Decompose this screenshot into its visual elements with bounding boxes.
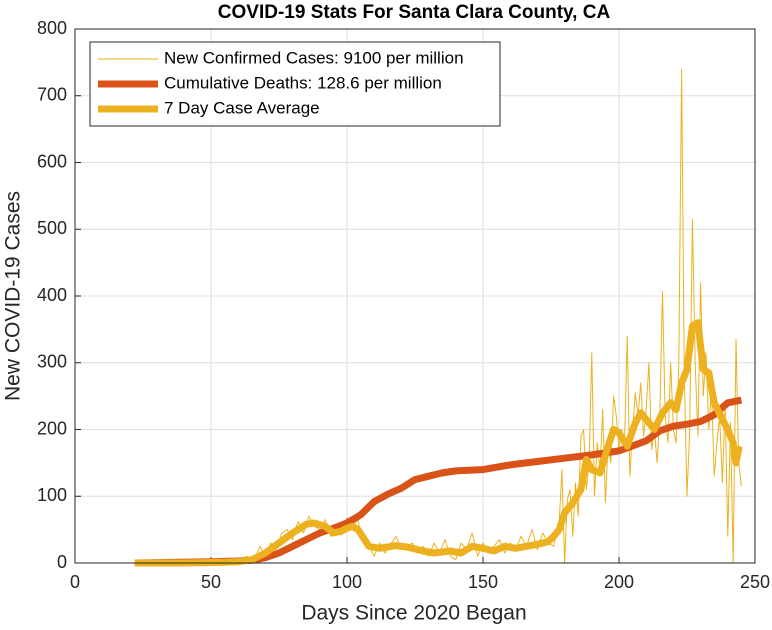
- y-tick-label: 0: [57, 552, 67, 572]
- y-tick-label: 300: [37, 352, 67, 372]
- y-tick-label: 800: [37, 18, 67, 38]
- y-tick-label: 600: [37, 151, 67, 171]
- x-tick-label: 250: [740, 572, 770, 592]
- x-tick-label: 150: [468, 572, 498, 592]
- chart-title: COVID-19 Stats For Santa Clara County, C…: [218, 2, 611, 23]
- y-axis-label: New COVID-19 Cases: [2, 191, 25, 401]
- series-line: [134, 319, 744, 567]
- x-tick-label: 0: [70, 572, 80, 592]
- x-tick-label: 50: [201, 572, 221, 592]
- x-axis-label: Days Since 2020 Began: [301, 602, 526, 625]
- legend-label: Cumulative Deaths: 128.6 per million: [164, 73, 442, 92]
- legend-label: 7 Day Case Average: [164, 98, 320, 117]
- series-line: [134, 396, 743, 567]
- y-tick-label: 100: [37, 485, 67, 505]
- y-tick-label: 400: [37, 285, 67, 305]
- x-tick-label: 100: [332, 572, 362, 592]
- x-tick-label: 200: [604, 572, 634, 592]
- legend-label: New Confirmed Cases: 9100 per million: [164, 48, 464, 67]
- y-tick-label: 700: [37, 85, 67, 105]
- y-tick-label: 200: [37, 418, 67, 438]
- legend-box: [89, 41, 501, 127]
- y-tick-label: 500: [37, 218, 67, 238]
- plot-frame: [74, 28, 756, 564]
